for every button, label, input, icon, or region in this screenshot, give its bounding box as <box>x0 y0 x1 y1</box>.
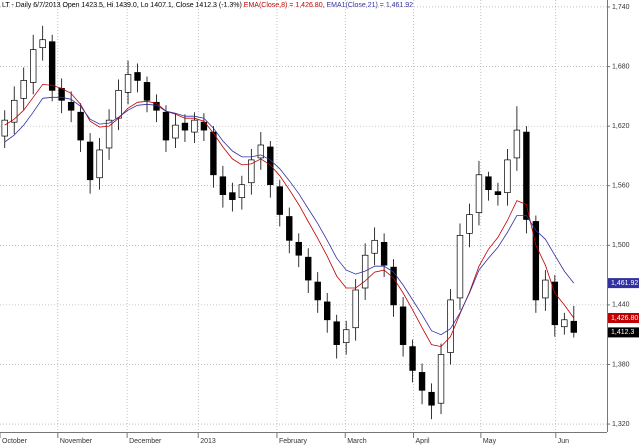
candle-body <box>551 281 559 326</box>
candle-body <box>77 111 84 141</box>
y-tick-label: 1,440 <box>612 302 630 309</box>
candle-body <box>371 239 378 254</box>
x-tick-label: May <box>483 438 497 445</box>
candle-body <box>96 149 103 179</box>
candle-body <box>504 159 511 194</box>
candle-body <box>570 320 577 333</box>
candle-body <box>86 141 94 181</box>
value-box-label: 1,412.3 <box>611 329 634 336</box>
x-tick-label: April <box>416 438 430 445</box>
candle-body <box>181 122 189 131</box>
x-tick-label: February <box>279 438 308 445</box>
candle-body <box>124 74 132 93</box>
candle-body <box>305 256 312 281</box>
candle-body <box>229 192 236 200</box>
candle-body <box>542 279 549 299</box>
candle-body <box>67 101 75 111</box>
candle-body <box>437 354 445 404</box>
candle-body <box>11 99 18 123</box>
candle-body <box>115 90 122 119</box>
candle-body <box>513 129 521 159</box>
chart-title: LT - Daily 6/7/2013 Open 1423.5, Hi 1439… <box>2 2 242 9</box>
candle-body <box>494 191 502 195</box>
x-tick-label: Jun <box>558 438 569 445</box>
candle-body <box>162 111 170 141</box>
candle-body <box>390 266 397 306</box>
y-tick-label: 1,740 <box>612 4 630 11</box>
candle-body <box>314 281 321 301</box>
candle-body <box>105 119 113 149</box>
candle-body <box>200 121 208 131</box>
y-tick-label: 1,560 <box>612 183 630 190</box>
x-tick-label: 2013 <box>200 438 216 445</box>
legend-entry: EMA1(Close,21) = 1,461.92 <box>327 2 414 9</box>
candle-body <box>380 241 388 266</box>
candle-body <box>134 72 141 81</box>
candle-body <box>58 88 65 101</box>
candle-body <box>428 391 435 406</box>
x-tick-label: November <box>60 438 93 445</box>
y-tick-label: 1,500 <box>612 242 630 249</box>
candle-body <box>39 39 46 49</box>
value-box <box>608 312 639 323</box>
header: LT - Daily 6/7/2013 Open 1423.5, Hi 1439… <box>2 2 413 9</box>
candle-body <box>286 216 293 241</box>
candle-body <box>267 146 274 186</box>
ema-line <box>4 83 575 348</box>
candle-body <box>456 235 464 299</box>
candle-body <box>219 176 227 195</box>
value-box-label: 1,426.80 <box>611 315 638 322</box>
x-tick-label: March <box>347 438 367 445</box>
candle-body <box>561 319 568 328</box>
y-tick-label: 1,680 <box>612 63 630 70</box>
legend-entry: EMA(Close,8) = 1,426.80, <box>244 2 325 9</box>
candle-body <box>143 82 151 101</box>
candle-body <box>257 144 265 159</box>
candle-body <box>399 306 407 345</box>
candle-body <box>276 186 283 215</box>
candle-body <box>324 301 331 321</box>
candle-body <box>238 184 246 198</box>
candle-body <box>466 214 473 234</box>
candle-body <box>48 41 56 91</box>
candle-body <box>30 49 37 83</box>
candle-body <box>485 176 492 191</box>
candle-body <box>342 329 350 343</box>
candle-body <box>172 124 179 139</box>
candle-body <box>210 131 217 176</box>
candle-body <box>1 119 8 137</box>
candle-body <box>191 119 198 133</box>
x-tick-label: October <box>2 438 28 445</box>
candle-body <box>447 299 454 353</box>
value-box <box>608 327 639 338</box>
y-tick-label: 1,320 <box>612 421 630 428</box>
candle-body <box>352 289 359 329</box>
candle-body <box>409 346 416 371</box>
candle-body <box>418 372 426 391</box>
candle-body <box>295 241 302 256</box>
candle-body <box>248 159 255 184</box>
candle-body <box>20 80 27 99</box>
value-box-label: 1,461.92 <box>611 280 638 287</box>
candle-body <box>153 101 160 111</box>
value-box <box>608 278 639 289</box>
x-tick-label: December <box>129 438 162 445</box>
candle-body <box>523 131 530 220</box>
candle-body <box>333 321 340 345</box>
y-tick-label: 1,380 <box>612 361 630 368</box>
candle-body <box>532 221 540 301</box>
y-tick-label: 1,620 <box>612 123 630 130</box>
candle-body <box>475 174 483 213</box>
ema-line <box>4 96 575 336</box>
